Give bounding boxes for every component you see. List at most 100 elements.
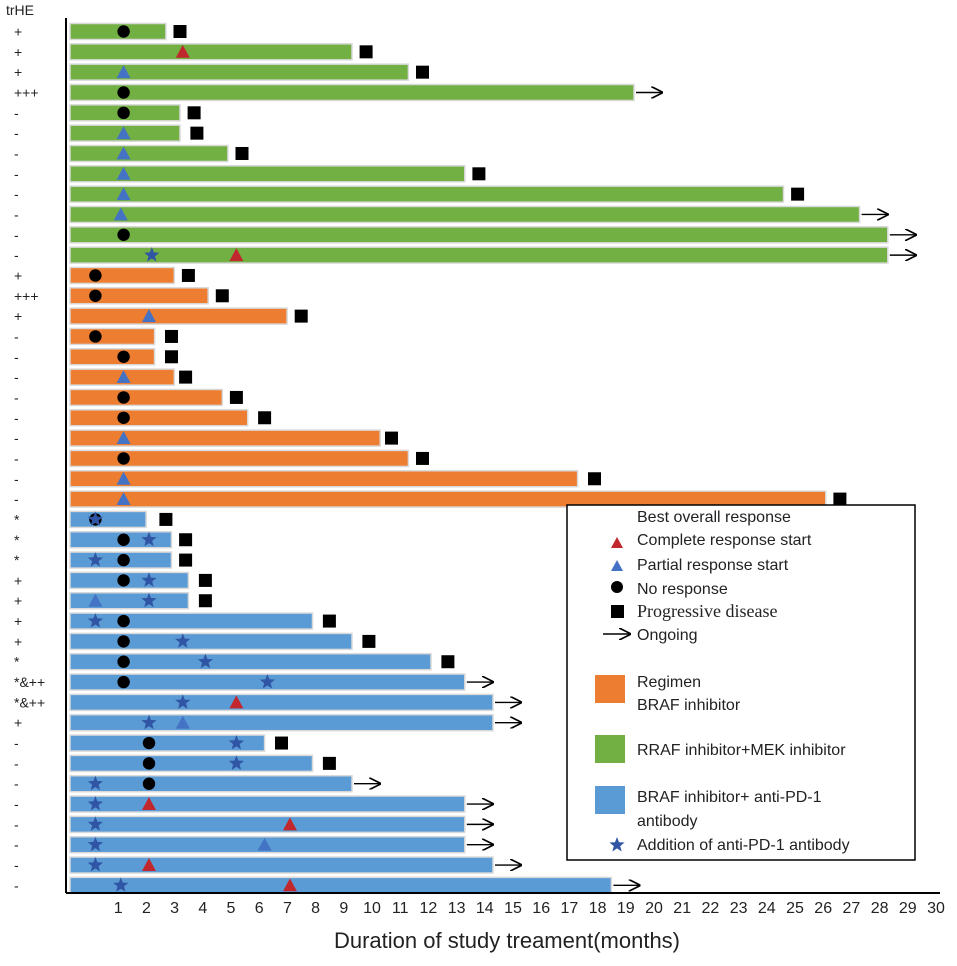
row-label: - xyxy=(14,389,19,405)
partial-response-marker xyxy=(257,837,272,851)
x-tick-label: 15 xyxy=(504,900,522,917)
no-response-marker xyxy=(117,350,130,363)
row-label: - xyxy=(14,857,19,873)
no-response-marker xyxy=(89,330,102,343)
partial-response-marker xyxy=(116,187,131,201)
row-label: + xyxy=(14,44,22,60)
bar-green xyxy=(69,144,229,163)
partial-response-marker xyxy=(116,146,131,160)
bar-orange xyxy=(69,490,827,508)
bar-orange xyxy=(69,470,579,488)
row-label: *&++ xyxy=(14,694,45,710)
bar-orange xyxy=(69,266,176,285)
row-label: - xyxy=(14,837,19,853)
x-tick-label: 9 xyxy=(339,900,348,917)
progressive-disease-marker xyxy=(588,472,601,486)
bar-green xyxy=(69,185,785,203)
x-tick-label: 8 xyxy=(311,900,320,917)
progressive-disease-marker xyxy=(173,25,187,38)
x-tick-label: 17 xyxy=(561,900,579,917)
row-label: + xyxy=(14,24,22,40)
pd1-addition-marker xyxy=(228,755,244,770)
row-label: - xyxy=(14,776,19,792)
progressive-disease-marker xyxy=(791,187,805,201)
legend-regimen-title: Regimen xyxy=(637,674,701,691)
legend-partial-triangle-icon xyxy=(611,560,623,571)
no-response-marker xyxy=(117,106,130,120)
x-tick-label: 1 xyxy=(114,900,123,917)
bar-blue xyxy=(69,774,353,793)
legend-braf-mek-swatch xyxy=(595,735,625,763)
no-response-marker xyxy=(117,452,130,465)
row-labels: ++++++--------+++++---------***++++**&++… xyxy=(14,24,45,894)
x-tick-label: 24 xyxy=(758,900,776,917)
legend-pd1-star-icon xyxy=(609,837,625,852)
complete-response-marker xyxy=(229,248,244,262)
pd1-addition-marker xyxy=(87,816,103,831)
complete-response-marker xyxy=(282,878,297,892)
bar-blue xyxy=(69,734,266,752)
x-tick-label: 11 xyxy=(392,900,409,917)
row-label: - xyxy=(14,227,19,243)
row-label: *&++ xyxy=(14,674,45,690)
pd1-addition-marker xyxy=(175,633,191,648)
x-tick-label: 29 xyxy=(899,900,917,917)
pd1-addition-marker xyxy=(141,531,157,547)
progressive-disease-marker xyxy=(322,614,336,628)
progressive-disease-marker xyxy=(159,512,173,526)
bar-orange xyxy=(69,307,288,325)
legend-ongoing-label: Ongoing xyxy=(637,627,698,644)
partial-response-marker xyxy=(116,431,131,445)
x-tick-label: 3 xyxy=(170,900,179,917)
x-tick-label: 12 xyxy=(420,900,438,917)
bar-green xyxy=(69,43,353,61)
pd1-addition-marker xyxy=(87,796,103,811)
x-tick-label: 18 xyxy=(589,900,607,917)
row-label: - xyxy=(14,328,19,344)
progressive-disease-marker xyxy=(181,268,195,282)
legend-no-response-circle-icon xyxy=(611,581,623,593)
x-tick-label: 4 xyxy=(198,900,207,917)
legend-braf-mek-label: RRAF inhibitor+MEK inhibitor xyxy=(637,742,846,759)
partial-response-marker xyxy=(116,492,131,506)
bar-blue xyxy=(69,713,494,732)
bars-layer xyxy=(69,22,889,895)
row-label: * xyxy=(14,511,20,527)
no-response-marker xyxy=(117,391,130,404)
partial-response-marker xyxy=(116,370,131,384)
legend-progressive-square-icon xyxy=(611,605,624,618)
bar-green xyxy=(69,246,889,264)
bar-blue xyxy=(69,876,613,895)
row-label: +++ xyxy=(14,288,39,304)
row-label: + xyxy=(14,572,22,588)
legend-braf-pd1-label-line1: BRAF inhibitor+ anti-PD-1 xyxy=(637,789,822,806)
progressive-disease-marker xyxy=(179,533,193,547)
progressive-disease-marker xyxy=(362,634,376,648)
x-tick-label: 28 xyxy=(871,900,889,917)
bar-green xyxy=(69,205,861,224)
no-response-marker xyxy=(117,553,130,567)
complete-response-marker xyxy=(175,44,190,58)
no-response-marker xyxy=(117,655,130,668)
partial-response-marker xyxy=(175,715,190,729)
progressive-disease-marker xyxy=(472,167,486,181)
no-response-marker xyxy=(117,86,130,99)
bar-green xyxy=(69,226,889,244)
row-label: - xyxy=(14,166,19,182)
pd1-addition-marker xyxy=(144,247,160,262)
legend-no-response-label: No response xyxy=(637,581,728,598)
no-response-marker xyxy=(142,777,156,790)
no-response-marker xyxy=(117,675,130,689)
legend-braf-label: BRAF inhibitor xyxy=(637,697,741,714)
row-label: * xyxy=(14,532,20,548)
row-label: - xyxy=(14,816,19,832)
pd1-addition-marker xyxy=(197,653,213,669)
legend-partial-label: Partial response start xyxy=(637,557,789,574)
progressive-disease-marker xyxy=(165,350,178,364)
bar-blue xyxy=(69,591,190,610)
row-label: + xyxy=(14,633,22,649)
progressive-disease-marker xyxy=(359,45,373,59)
progressive-disease-marker xyxy=(190,126,204,140)
progressive-disease-marker xyxy=(165,329,178,343)
legend-braf-swatch xyxy=(595,675,625,703)
